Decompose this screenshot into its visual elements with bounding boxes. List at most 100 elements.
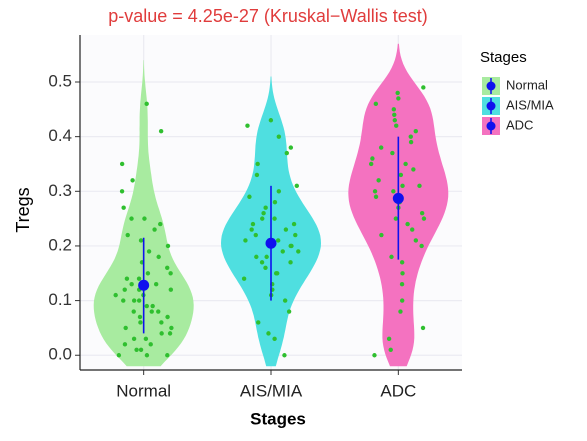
data-point: [286, 309, 292, 314]
data-point: [113, 292, 118, 298]
data-point: [379, 232, 384, 238]
data-point: [293, 232, 298, 238]
data-point: [386, 336, 392, 342]
data-point: [378, 145, 384, 150]
data-point: [276, 189, 282, 194]
data-point: [373, 194, 379, 199]
data-point: [134, 347, 139, 352]
data-point: [122, 287, 127, 292]
data-point: [288, 243, 293, 249]
data-point: [129, 282, 134, 287]
data-point: [116, 353, 122, 358]
data-point: [408, 134, 413, 139]
data-point: [158, 128, 164, 134]
data-point: [146, 249, 152, 254]
data-point: [388, 347, 393, 352]
data-point: [390, 150, 395, 156]
data-point: [368, 161, 374, 167]
data-point: [119, 189, 125, 194]
data-point: [138, 238, 144, 243]
mean-point: [265, 237, 277, 249]
data-point: [400, 271, 405, 276]
data-point: [144, 353, 150, 358]
data-point: [373, 101, 379, 107]
data-point: [125, 232, 130, 238]
data-point: [421, 216, 427, 221]
y-tick-label: 0.4: [48, 126, 72, 145]
data-point: [372, 189, 378, 194]
y-tick-label: 0.5: [48, 71, 72, 90]
data-point: [165, 243, 171, 249]
data-point: [168, 271, 173, 276]
data-point: [169, 325, 174, 331]
data-point: [131, 309, 136, 314]
data-point: [420, 325, 426, 331]
x-tick-label: AIS/MIA: [240, 381, 303, 400]
data-point: [284, 150, 290, 156]
data-point: [399, 260, 405, 265]
data-point: [283, 227, 289, 232]
data-point: [158, 221, 163, 227]
data-point: [131, 336, 137, 342]
data-point: [245, 123, 250, 128]
data-point: [419, 243, 424, 249]
data-point: [121, 298, 126, 303]
mean-point: [138, 279, 150, 291]
data-point: [255, 161, 260, 167]
data-point: [136, 276, 142, 281]
data-point: [370, 156, 375, 161]
data-point: [165, 314, 170, 320]
x-axis-label: Stages: [250, 409, 306, 428]
data-point: [399, 282, 405, 287]
data-point: [403, 161, 408, 167]
data-point: [121, 205, 126, 210]
data-point: [413, 238, 419, 243]
data-point: [122, 342, 128, 347]
data-point: [263, 265, 268, 271]
y-tick-label: 0.1: [48, 290, 72, 309]
y-tick-label: 0.0: [48, 345, 72, 364]
data-point: [272, 200, 278, 205]
data-point: [249, 227, 254, 232]
data-point: [398, 309, 403, 314]
data-point: [124, 276, 130, 281]
data-point: [421, 85, 426, 90]
data-point: [136, 298, 142, 303]
data-point: [129, 216, 134, 221]
data-point: [165, 353, 170, 358]
data-point: [149, 309, 154, 314]
data-point: [376, 178, 381, 183]
data-point: [137, 314, 143, 320]
legend-key-point: [486, 81, 496, 91]
legend-key-point: [486, 101, 496, 111]
data-point: [145, 271, 151, 276]
legend-label: Normal: [506, 77, 548, 92]
legend-label: ADC: [506, 117, 533, 132]
data-point: [264, 254, 269, 260]
data-point: [272, 216, 277, 221]
data-point: [391, 189, 396, 194]
data-point: [123, 325, 128, 331]
data-point: [275, 271, 280, 276]
data-point: [260, 216, 265, 221]
data-point: [291, 221, 297, 227]
data-point: [130, 178, 135, 183]
data-point: [138, 320, 143, 325]
data-point: [275, 238, 281, 243]
y-tick-label: 0.2: [48, 235, 72, 254]
data-point: [165, 265, 170, 271]
data-point: [144, 303, 150, 309]
data-point: [398, 172, 404, 178]
data-point: [119, 161, 125, 167]
data-point: [392, 118, 397, 123]
data-point: [393, 216, 399, 221]
data-point: [391, 107, 397, 112]
data-point: [254, 172, 260, 178]
data-point: [152, 227, 157, 232]
data-point: [256, 320, 261, 325]
data-point: [259, 260, 265, 265]
legend-title: Stages: [480, 49, 527, 66]
x-tick-label: Normal: [116, 381, 171, 400]
x-tick-label: ADC: [380, 381, 416, 400]
data-point: [268, 118, 274, 123]
